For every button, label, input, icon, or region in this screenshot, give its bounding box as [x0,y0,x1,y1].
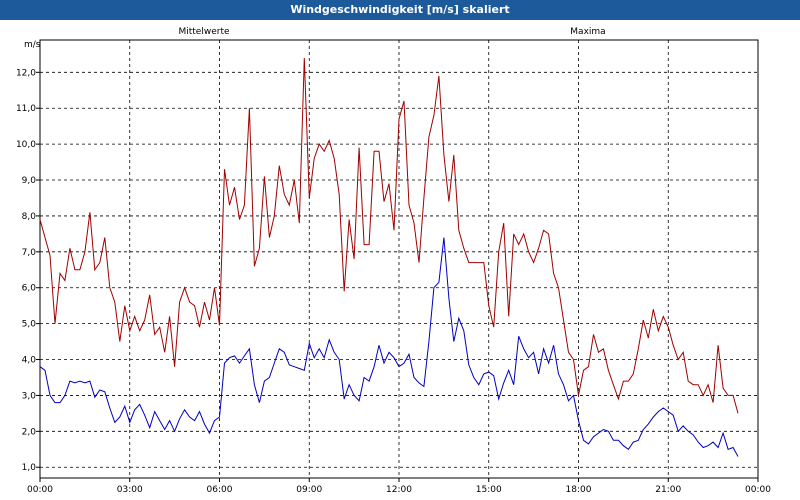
y-tick-label: 9,0 [22,176,37,186]
y-tick-label: 5,0 [22,320,37,330]
legend-mittelwerte: Mittelwerte [178,27,229,37]
series-line-maxima [39,57,739,414]
y-tick-label: 2,0 [22,427,37,437]
y-tick-label: 1,0 [22,463,37,473]
grid-lines [40,40,758,478]
y-axis-unit-label: m/s [24,40,41,50]
y-tick-label: 6,0 [22,284,37,294]
y-tick-label: 11,0 [16,104,36,114]
y-tick-label: 7,0 [22,248,37,258]
x-tick-time: 06:00 [207,485,233,495]
x-tick-time: 00:00 [745,485,771,495]
y-tick-label: 10,0 [16,140,36,150]
y-axis-ticks: 1,0 2,0 3,0 4,0 5,0 6,0 7,0 8,0 9,0 10,0 11,0 12,0 [16,68,40,473]
legend-maxima: Maxima [570,27,605,37]
y-tick-label: 8,0 [22,212,37,222]
x-tick-time: 12:00 [386,485,412,495]
x-tick-time: 03:00 [117,485,143,495]
window-title: Windgeschwindigkeit [m/s] skaliert [0,0,800,20]
series-line-mittelwerte [39,237,739,457]
x-axis-ticks: 00:0005.10.2003:0005.10.2006:0005.10.200… [27,478,771,495]
y-tick-label: 4,0 [22,356,37,366]
x-tick-time: 09:00 [296,485,322,495]
x-tick-time: 15:00 [476,485,502,495]
x-tick-time: 18:00 [566,485,592,495]
wind-speed-chart: 1,02,03,04,05,06,07,08,09,010,011,012,0 … [16,27,771,495]
x-tick-time: 21:00 [655,485,681,495]
x-tick-time: 00:00 [27,485,53,495]
y-tick-label: 3,0 [22,391,37,401]
y-tick-label: 12,0 [16,68,36,78]
